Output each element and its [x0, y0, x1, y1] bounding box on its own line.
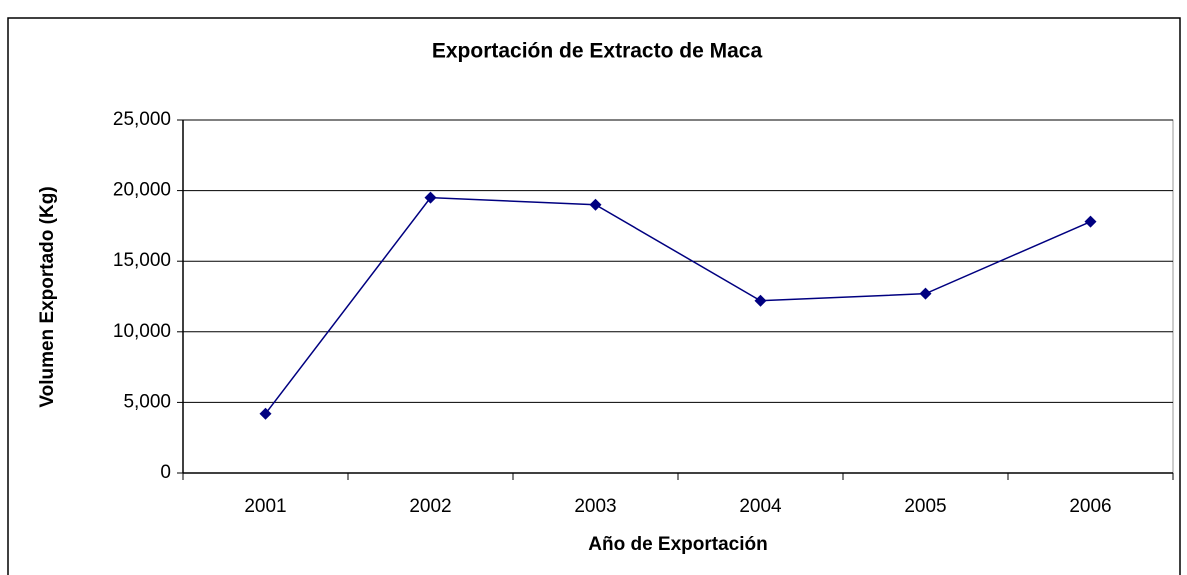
x-tick-label: 2004 — [739, 496, 782, 517]
plot-area — [182, 119, 1174, 474]
marker — [754, 294, 767, 307]
y-axis-title: Volumen Exportado (Kg) — [37, 186, 58, 407]
marker — [919, 287, 932, 300]
y-tick-label: 5,000 — [123, 391, 171, 412]
marker — [589, 198, 602, 211]
y-tick-label: 25,000 — [113, 109, 171, 130]
y-tick-label: 15,000 — [113, 250, 171, 271]
marker — [1084, 215, 1097, 228]
chart-title: Exportación de Extracto de Maca — [432, 40, 763, 63]
x-tick-label: 2001 — [244, 496, 286, 517]
marker — [424, 191, 437, 204]
x-axis-title: Año de Exportación — [588, 534, 767, 555]
y-tick-label: 20,000 — [113, 180, 171, 201]
x-tick-label: 2003 — [574, 496, 616, 517]
marker — [259, 407, 272, 420]
y-tick-label: 0 — [160, 462, 171, 483]
x-tick-label: 2006 — [1069, 496, 1111, 517]
x-tick-label: 2002 — [409, 496, 451, 517]
series-line — [264, 196, 1091, 415]
x-tick-label: 2005 — [904, 496, 946, 517]
y-tick-label: 10,000 — [113, 321, 171, 342]
